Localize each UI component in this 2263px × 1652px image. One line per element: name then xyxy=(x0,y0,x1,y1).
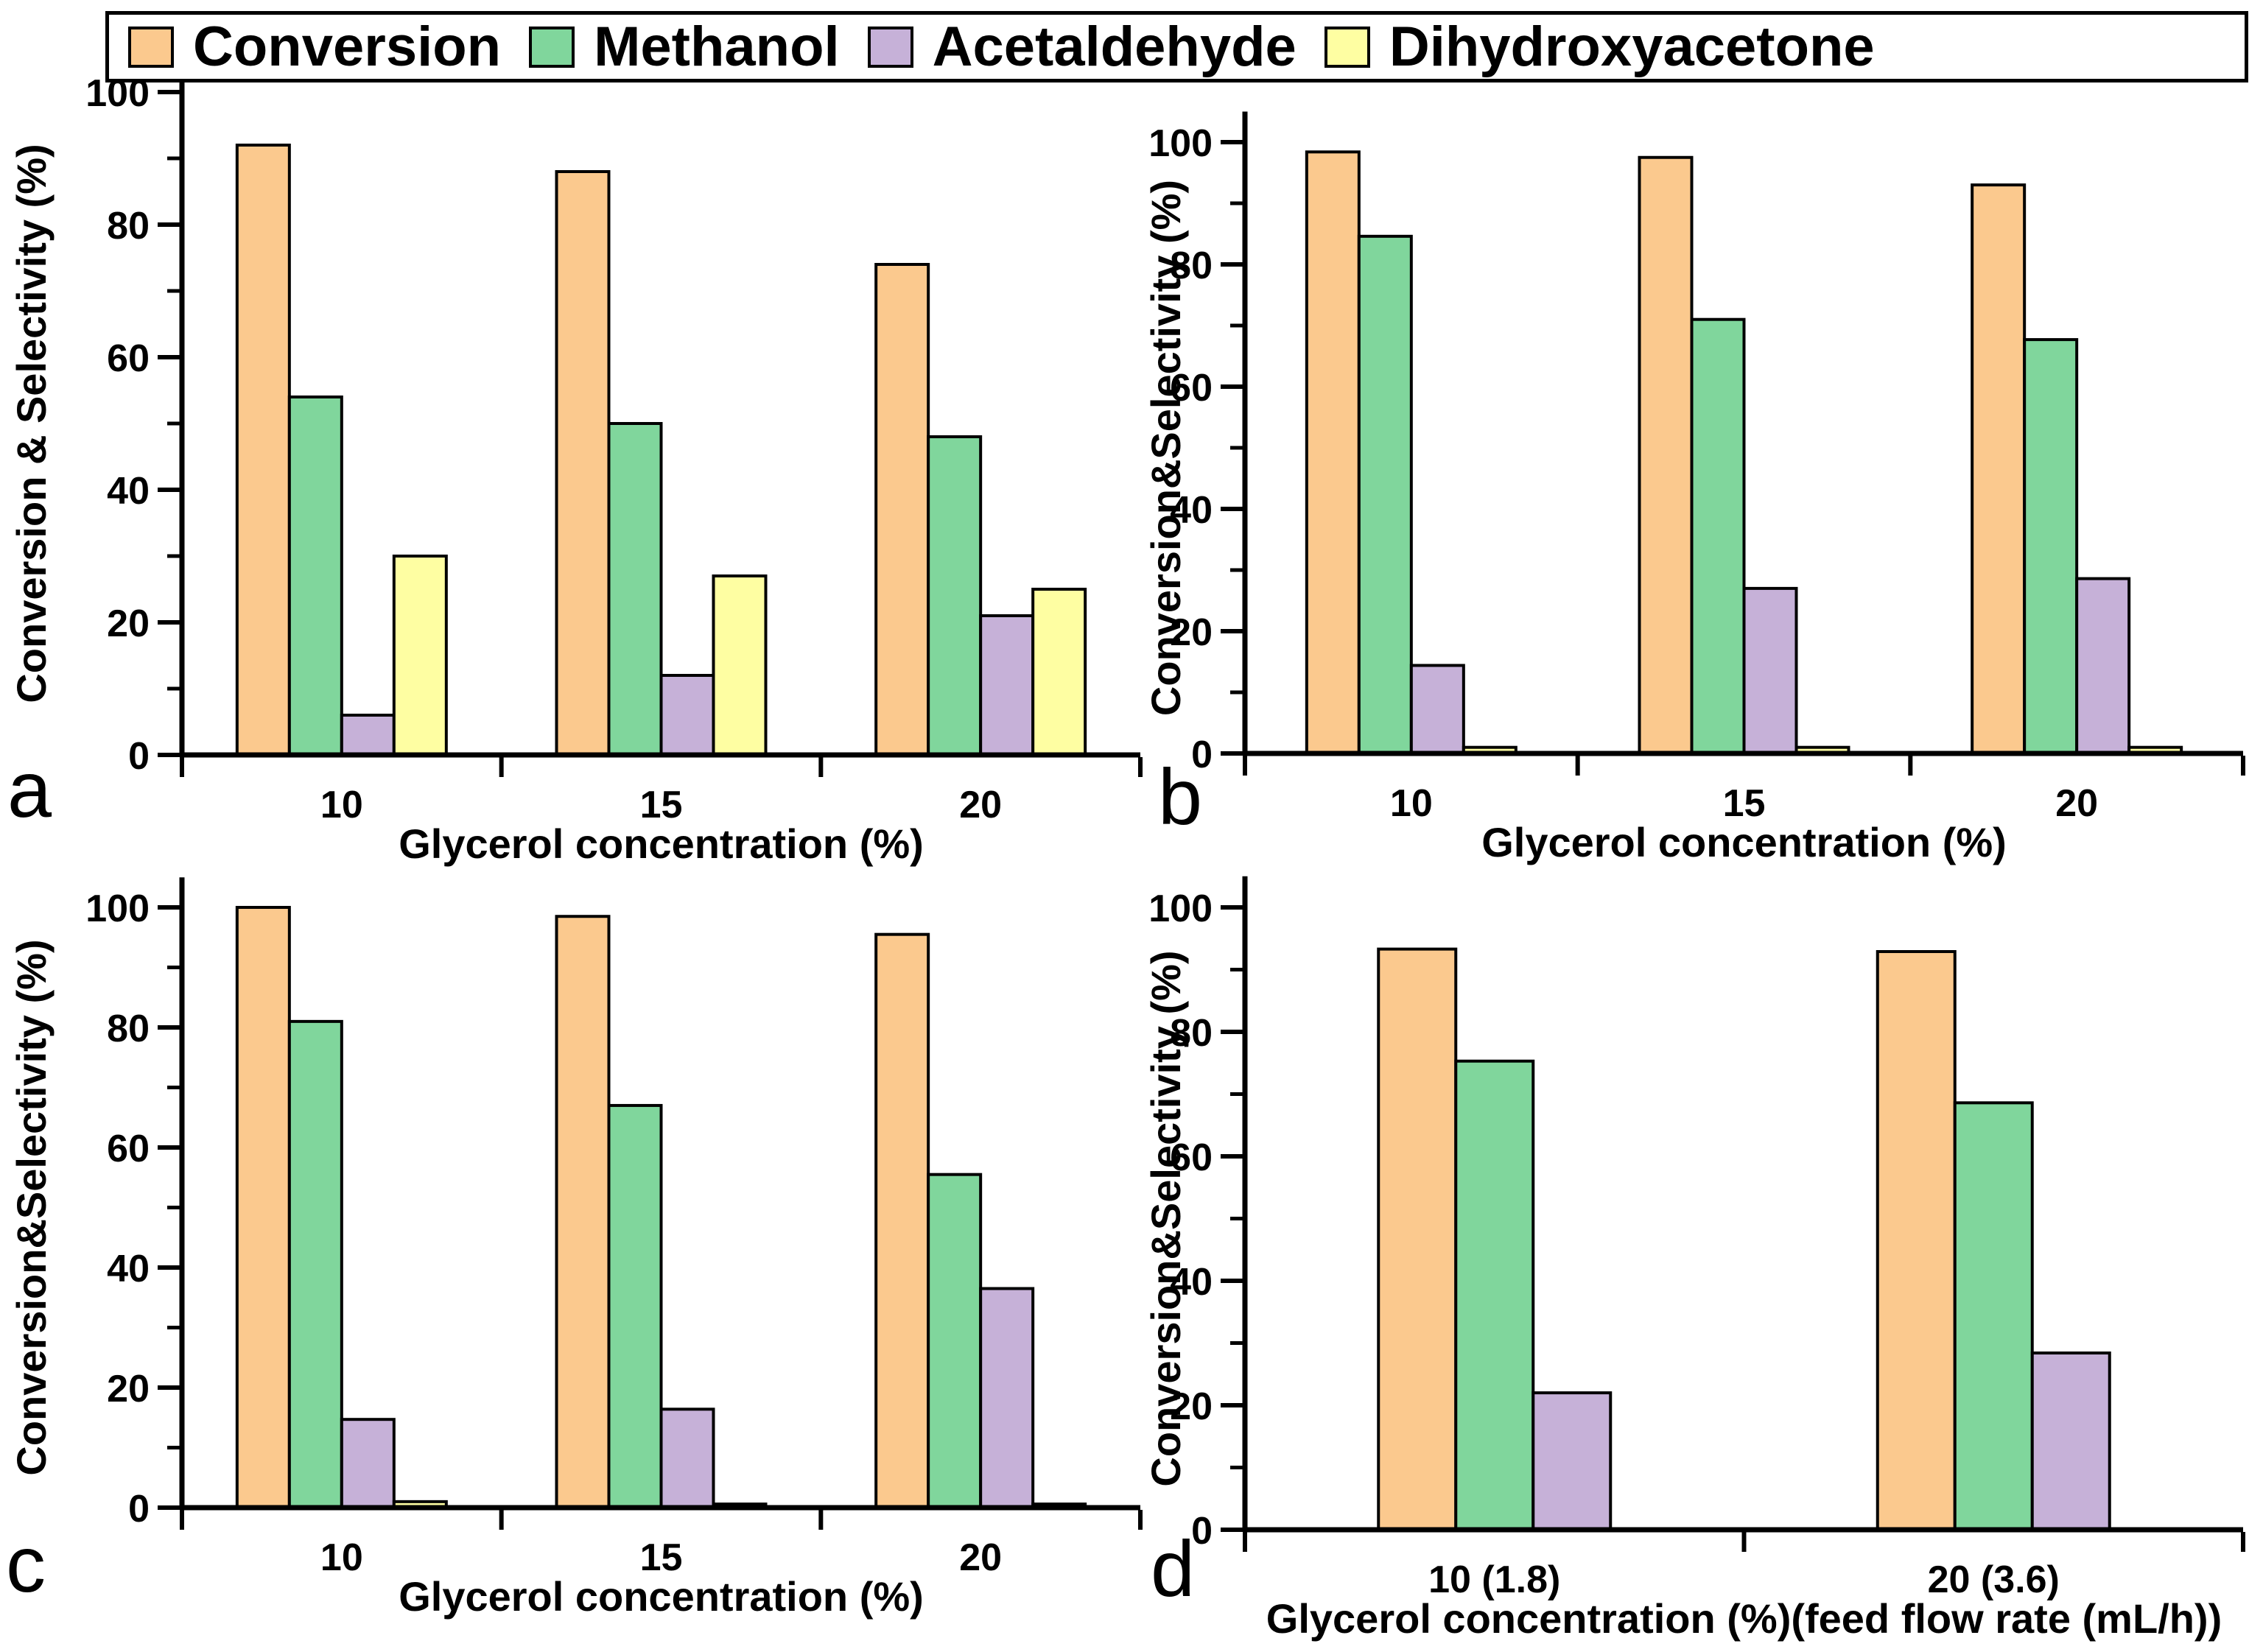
y-tick-label: 100 xyxy=(1148,887,1213,930)
bar-a-20-acetaldehyde xyxy=(979,614,1035,756)
bar-b-10-acetaldehyde xyxy=(1409,664,1465,755)
figure-legend: Conversion Methanol Acetaldehyde Dihydro… xyxy=(105,11,2248,82)
y-axis-title-c: Conversion&Selectivity (%) xyxy=(8,939,55,1475)
legend-item-dihydroxyacetone: Dihydroxyacetone xyxy=(1324,15,1875,78)
dihydroxyacetone-swatch-icon xyxy=(1324,26,1370,68)
bar-a-10-conversion xyxy=(235,144,291,756)
bar-c-10-methanol xyxy=(287,1019,343,1509)
legend-label: Dihydroxyacetone xyxy=(1389,15,1875,78)
bar-a-15-conversion xyxy=(555,170,611,756)
y-tick-label: 60 xyxy=(1170,367,1213,410)
y-tick-label: 0 xyxy=(128,1488,150,1530)
y-tick-label: 40 xyxy=(1170,489,1213,532)
bar-b-10-methanol xyxy=(1357,234,1413,755)
bar-a-15-methanol xyxy=(607,422,663,756)
x-tick-label: 20 (3.6) xyxy=(1928,1558,2060,1601)
bar-a-10-acetaldehyde xyxy=(340,714,396,756)
x-tick-label: 15 xyxy=(640,784,683,826)
y-tick-label: 0 xyxy=(1191,1510,1213,1553)
x-tick-label: 10 xyxy=(320,1536,363,1579)
legend-item-acetaldehyde: Acetaldehyde xyxy=(867,15,1297,78)
bar-b-20-conversion xyxy=(1971,183,2027,756)
y-tick-label: 0 xyxy=(128,735,150,778)
x-tick-label: 20 xyxy=(959,1536,1002,1579)
bar-b-10-conversion xyxy=(1305,150,1361,755)
acetaldehyde-swatch-icon xyxy=(867,26,913,68)
y-tick-label: 20 xyxy=(107,1368,150,1410)
y-axis-title-a: Conversion & Selectivity (%) xyxy=(8,144,55,703)
bar-d-20(3.6)-acetaldehyde xyxy=(2030,1352,2111,1532)
methanol-swatch-icon xyxy=(529,26,575,68)
y-axis-title-d: Conversion&Selectivity (%) xyxy=(1143,950,1189,1486)
legend-item-conversion: Conversion xyxy=(128,15,502,78)
y-tick-label: 20 xyxy=(107,602,150,645)
bar-c-10-conversion xyxy=(235,906,291,1509)
x-axis-title-c: Glycerol concentration (%) xyxy=(399,1573,924,1620)
x-tick-label: 20 xyxy=(959,784,1002,826)
x-tick-label: 10 (1.8) xyxy=(1428,1558,1560,1601)
bar-c-20-acetaldehyde xyxy=(979,1287,1035,1510)
legend-label: Methanol xyxy=(594,15,840,78)
x-tick-label: 10 xyxy=(1390,782,1433,825)
conversion-swatch-icon xyxy=(128,26,174,68)
bar-c-20-methanol xyxy=(927,1173,983,1510)
bar-c-15-methanol xyxy=(607,1103,663,1509)
y-tick-label: 20 xyxy=(1170,1385,1213,1428)
bar-c-20-conversion xyxy=(874,932,930,1510)
bar-d-10(1.8)-conversion xyxy=(1377,947,1458,1531)
x-tick-label: 15 xyxy=(1723,782,1766,825)
y-tick-label: 20 xyxy=(1170,611,1213,654)
bar-a-20-conversion xyxy=(874,263,930,756)
y-tick-label: 0 xyxy=(1191,734,1213,776)
bar-a-15-dihydroxyacetone xyxy=(712,574,768,756)
y-axis-title-b: Conversion&Selectivity (%) xyxy=(1143,180,1189,716)
bar-c-10-acetaldehyde xyxy=(340,1418,396,1509)
y-tick-label: 60 xyxy=(107,337,150,380)
bar-b-15-conversion xyxy=(1638,155,1694,755)
x-axis-title-d: Glycerol concentration (%)(feed flow rat… xyxy=(1266,1595,2222,1642)
panel-letter-a: a xyxy=(7,745,52,834)
bar-d-20(3.6)-methanol xyxy=(1953,1101,2034,1531)
bar-a-10-methanol xyxy=(287,396,343,756)
panel-letter-b: b xyxy=(1158,752,1203,841)
bar-b-20-acetaldehyde xyxy=(2075,577,2131,755)
bar-a-15-acetaldehyde xyxy=(659,674,715,756)
legend-label: Acetaldehyde xyxy=(932,15,1297,78)
y-tick-label: 100 xyxy=(1148,122,1213,165)
bar-a-20-methanol xyxy=(927,435,983,756)
x-tick-label: 20 xyxy=(2055,782,2098,825)
y-tick-label: 60 xyxy=(1170,1136,1213,1179)
y-tick-label: 60 xyxy=(107,1128,150,1170)
y-tick-label: 80 xyxy=(1170,245,1213,287)
bar-a-10-dihydroxyacetone xyxy=(392,555,448,756)
y-tick-label: 100 xyxy=(85,887,150,930)
y-tick-label: 40 xyxy=(1170,1261,1213,1304)
panel-letter-d: d xyxy=(1151,1524,1196,1613)
y-tick-label: 80 xyxy=(1170,1012,1213,1055)
bar-c-15-acetaldehyde xyxy=(659,1407,715,1509)
bar-d-20(3.6)-conversion xyxy=(1876,949,1957,1531)
bar-d-10(1.8)-acetaldehyde xyxy=(1532,1391,1613,1531)
bar-b-15-methanol xyxy=(1690,317,1746,755)
legend-label: Conversion xyxy=(193,15,502,78)
x-tick-label: 10 xyxy=(320,784,363,826)
x-tick-label: 15 xyxy=(640,1536,683,1579)
y-tick-label: 80 xyxy=(107,205,150,247)
bar-b-20-methanol xyxy=(2023,338,2079,755)
y-tick-label: 40 xyxy=(107,470,150,513)
y-tick-label: 40 xyxy=(107,1248,150,1290)
bar-a-20-dihydroxyacetone xyxy=(1031,588,1087,756)
x-axis-title-b: Glycerol concentration (%) xyxy=(1481,819,2007,865)
y-tick-label: 80 xyxy=(107,1008,150,1050)
bar-b-15-acetaldehyde xyxy=(1742,586,1798,756)
x-axis-title-a: Glycerol concentration (%) xyxy=(399,820,924,867)
legend-item-methanol: Methanol xyxy=(529,15,840,78)
panel-letter-c: c xyxy=(6,1519,46,1609)
bar-c-15-conversion xyxy=(555,915,611,1509)
bar-d-10(1.8)-methanol xyxy=(1454,1059,1535,1531)
